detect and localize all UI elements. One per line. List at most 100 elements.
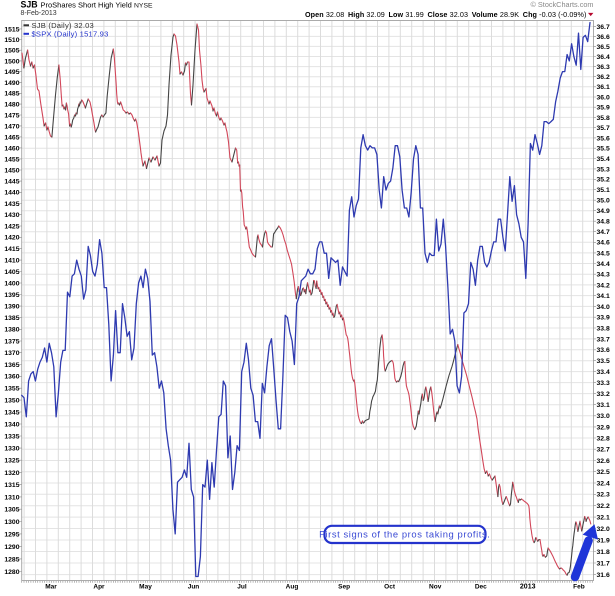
svg-text:36.0: 36.0	[597, 94, 610, 101]
svg-text:35.8: 35.8	[597, 115, 610, 122]
svg-text:Sep: Sep	[338, 584, 350, 591]
svg-text:1420: 1420	[4, 235, 19, 242]
svg-text:31.9: 31.9	[597, 537, 610, 544]
svg-text:1290: 1290	[4, 544, 19, 551]
svg-text:1305: 1305	[4, 507, 19, 514]
svg-text:Aug: Aug	[286, 584, 299, 591]
svg-text:ProShares Short High Yield: ProShares Short High Yield	[41, 0, 132, 9]
svg-text:1385: 1385	[4, 315, 19, 322]
svg-text:1470: 1470	[4, 123, 19, 130]
svg-text:32.0: 32.0	[597, 526, 610, 533]
svg-text:1340: 1340	[4, 421, 19, 428]
svg-text:1430: 1430	[4, 212, 19, 219]
svg-text:36.1: 36.1	[597, 84, 610, 91]
svg-text:1375: 1375	[4, 338, 19, 345]
svg-text:36.6: 36.6	[597, 34, 610, 41]
svg-text:1400: 1400	[4, 280, 19, 287]
svg-text:1500: 1500	[4, 58, 19, 65]
svg-text:32.6: 32.6	[597, 458, 610, 465]
svg-text:36.4: 36.4	[597, 54, 610, 61]
svg-text:33.6: 33.6	[597, 347, 610, 354]
svg-text:1345: 1345	[4, 409, 19, 416]
svg-text:2013: 2013	[520, 584, 536, 591]
svg-text:1370: 1370	[4, 350, 19, 357]
svg-text:May: May	[139, 584, 152, 591]
svg-text:First signs of the pros taking: First signs of the pros taking profits.	[319, 529, 490, 540]
svg-text:1365: 1365	[4, 362, 19, 369]
svg-text:Nov: Nov	[429, 584, 442, 591]
svg-text:34.2: 34.2	[597, 282, 610, 289]
svg-text:36.5: 36.5	[597, 44, 610, 51]
svg-text:1300: 1300	[4, 519, 19, 526]
svg-text:31.6: 31.6	[597, 572, 610, 579]
svg-text:8-Feb-2013: 8-Feb-2013	[21, 10, 57, 17]
svg-text:Feb: Feb	[573, 584, 585, 591]
svg-text:32.7: 32.7	[597, 447, 610, 454]
svg-text:35.6: 35.6	[597, 135, 610, 142]
svg-text:Jul: Jul	[237, 584, 247, 591]
svg-text:33.4: 33.4	[597, 369, 610, 376]
svg-text:34.9: 34.9	[597, 208, 610, 215]
svg-text:1330: 1330	[4, 446, 19, 453]
svg-text:32.8: 32.8	[597, 435, 610, 442]
svg-text:34.6: 34.6	[597, 240, 610, 247]
svg-text:Apr: Apr	[93, 584, 105, 591]
svg-text:34.0: 34.0	[597, 304, 610, 311]
svg-text:1405: 1405	[4, 269, 19, 276]
svg-text:33.1: 33.1	[597, 402, 610, 409]
svg-text:1410: 1410	[4, 258, 19, 265]
svg-text:1495: 1495	[4, 69, 19, 76]
svg-text:Oct: Oct	[384, 584, 396, 591]
svg-text:1485: 1485	[4, 91, 19, 98]
svg-text:Jun: Jun	[188, 584, 200, 591]
svg-text:1465: 1465	[4, 134, 19, 141]
svg-text:1425: 1425	[4, 223, 19, 230]
svg-text:$SPX (Daily) 1517.93: $SPX (Daily) 1517.93	[32, 30, 109, 39]
svg-text:35.4: 35.4	[597, 156, 610, 163]
svg-text:1440: 1440	[4, 190, 19, 197]
svg-text:1455: 1455	[4, 156, 19, 163]
svg-text:35.7: 35.7	[597, 125, 610, 132]
svg-text:31.8: 31.8	[597, 549, 610, 556]
svg-text:36.2: 36.2	[597, 74, 610, 81]
svg-text:32.4: 32.4	[597, 480, 610, 487]
svg-text:33.7: 33.7	[597, 336, 610, 343]
svg-text:35.3: 35.3	[597, 166, 610, 173]
svg-text:32.3: 32.3	[597, 492, 610, 499]
svg-text:1515: 1515	[4, 26, 19, 33]
svg-text:32.9: 32.9	[597, 424, 610, 431]
svg-text:31.7: 31.7	[597, 560, 610, 567]
svg-text:Open 32.08 High 32.09 Low 31: Open 32.08 High 32.09 Low 31.99 Close 32…	[305, 10, 587, 19]
svg-text:1320: 1320	[4, 470, 19, 477]
svg-text:1450: 1450	[4, 167, 19, 174]
svg-text:1415: 1415	[4, 246, 19, 253]
svg-text:33.5: 33.5	[597, 358, 610, 365]
svg-text:35.0: 35.0	[597, 198, 610, 205]
svg-text:1480: 1480	[4, 102, 19, 109]
svg-text:Dec: Dec	[475, 584, 487, 591]
svg-text:33.0: 33.0	[597, 413, 610, 420]
svg-text:33.8: 33.8	[597, 325, 610, 332]
svg-text:34.3: 34.3	[597, 272, 610, 279]
svg-text:1350: 1350	[4, 398, 19, 405]
svg-text:1295: 1295	[4, 531, 19, 538]
svg-text:33.2: 33.2	[597, 391, 610, 398]
svg-text:1325: 1325	[4, 458, 19, 465]
svg-text:35.2: 35.2	[597, 177, 610, 184]
svg-text:1360: 1360	[4, 374, 19, 381]
svg-text:34.8: 34.8	[597, 219, 610, 226]
svg-text:1310: 1310	[4, 494, 19, 501]
svg-text:Mar: Mar	[45, 584, 57, 591]
svg-text:© StockCharts.com: © StockCharts.com	[531, 0, 594, 9]
svg-text:1380: 1380	[4, 327, 19, 334]
svg-text:1510: 1510	[4, 37, 19, 44]
svg-text:1490: 1490	[4, 80, 19, 87]
svg-text:1285: 1285	[4, 556, 19, 563]
svg-text:34.7: 34.7	[597, 229, 610, 236]
svg-text:1460: 1460	[4, 145, 19, 152]
svg-text:1280: 1280	[4, 569, 19, 576]
svg-text:SJB: SJB	[21, 0, 38, 9]
svg-text:1475: 1475	[4, 112, 19, 119]
svg-text:1335: 1335	[4, 433, 19, 440]
svg-text:34.5: 34.5	[597, 250, 610, 257]
